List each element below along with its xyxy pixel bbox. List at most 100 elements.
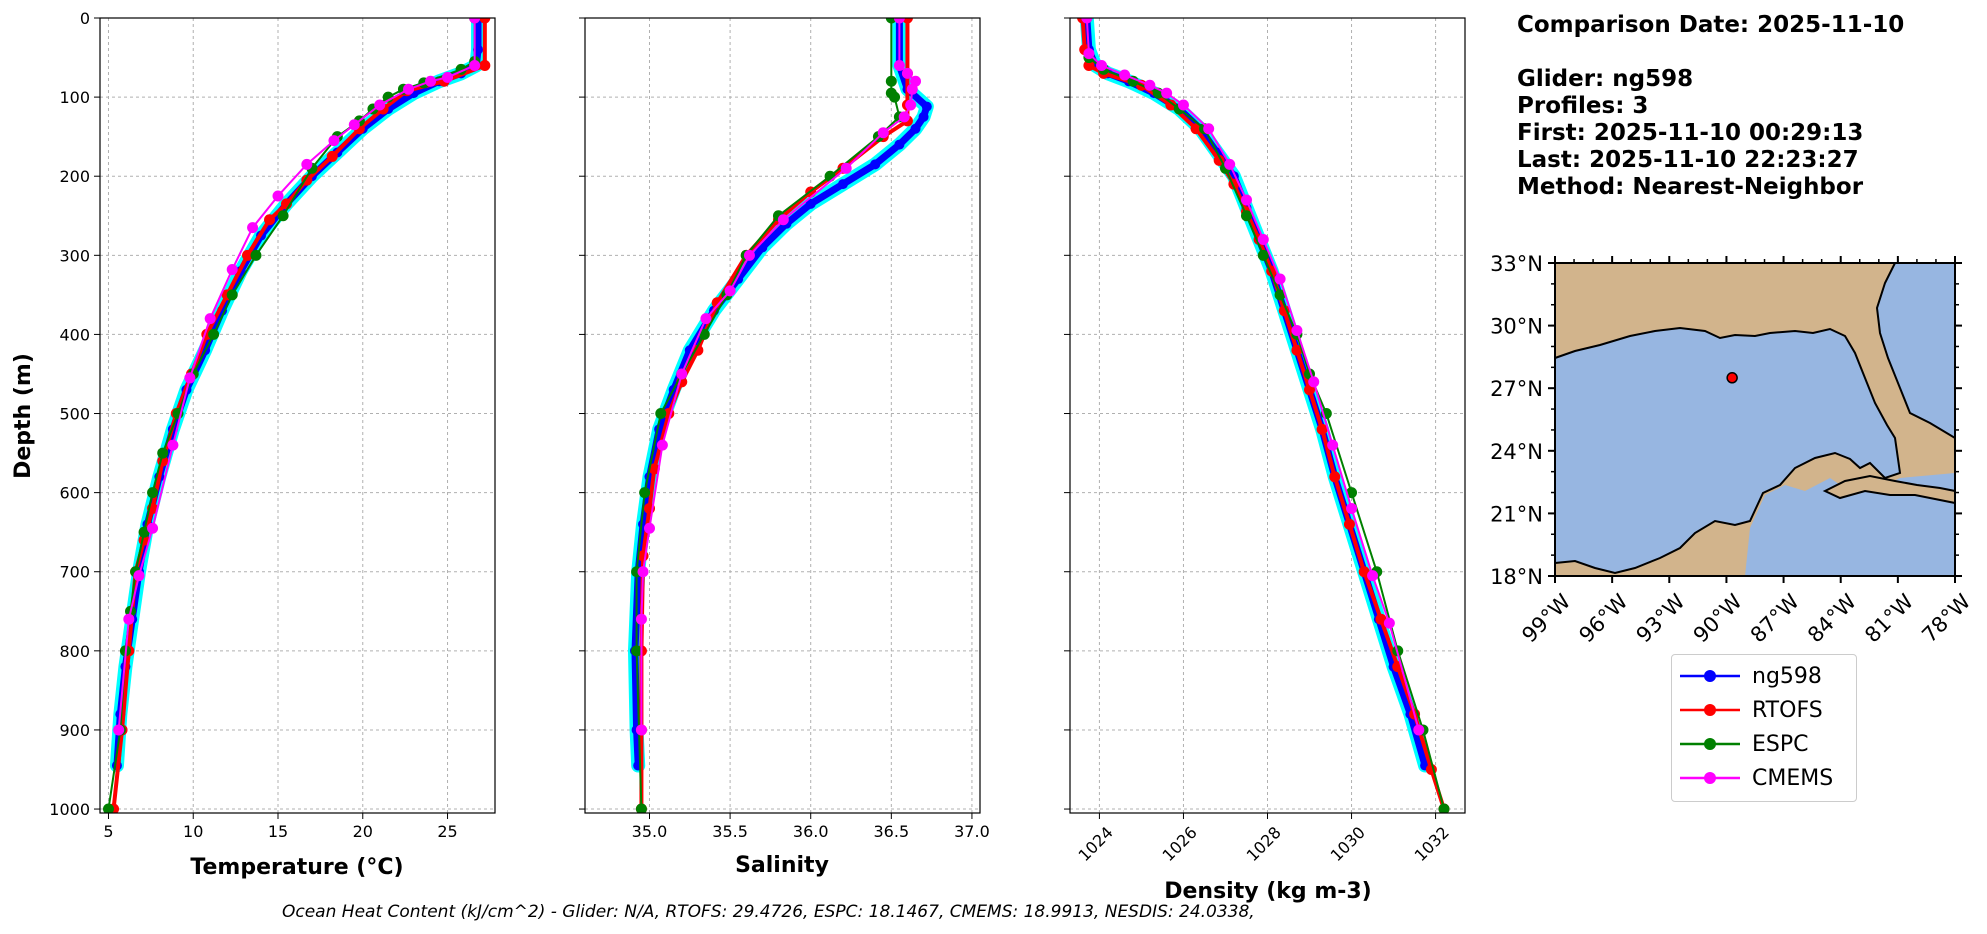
map-lat-label: 21°N [1490,502,1543,526]
data-point-cmems [1161,87,1173,99]
data-point-rtofs [264,214,276,226]
data-point-cmems [301,158,313,170]
data-point-espc [1274,289,1286,301]
data-point-cmems [204,313,216,325]
data-point-rtofs [1329,471,1341,483]
data-point-cmems [469,18,481,24]
data-point-cmems [893,18,905,24]
x-tick-label: 25 [437,822,457,841]
data-point-cmems [777,214,789,226]
data-point-cmems [743,249,755,261]
data-point-cmems [1367,570,1379,582]
data-point-cmems [1274,273,1286,285]
data-point-cmems [898,111,910,123]
y-tick-label: 500 [59,405,90,424]
legend-swatch-ng598 [1680,670,1740,682]
x-tick-label: 35.0 [632,822,668,841]
data-point-cmems [123,613,135,625]
y-tick-label: 200 [59,167,90,186]
x-axis-label-temperature: Temperature (°C) [190,855,403,880]
data-point-cmems [906,83,918,95]
data-point-espc [885,75,897,87]
x-tick-label: 36.0 [793,822,829,841]
y-tick-label: 800 [59,642,90,661]
ocean-heat-content-footer: Ocean Heat Content (kJ/cm^2) - Glider: N… [282,902,1255,922]
profile-panel-2: 1024 1026 1028 1030 1032 [1064,17,1466,865]
y-tick-label: 300 [59,246,90,265]
x-tick-label: 35.5 [712,822,748,841]
legend-item-espc: ESPC [1680,727,1809,761]
data-point-espc [1346,487,1358,499]
data-point-espc [1240,210,1252,222]
data-point-cmems [133,570,145,582]
data-point-rtofs [1083,59,1095,71]
legend-label: RTOFS [1752,697,1823,723]
caribbean-water [1745,473,1955,576]
data-point-cmems [724,285,736,297]
data-point-rtofs [1358,566,1370,578]
data-point-cmems [1327,439,1339,451]
data-point-cmems [374,99,386,111]
data-point-cmems [1413,724,1425,736]
data-point-espc [1438,803,1450,813]
data-point-espc [824,170,836,182]
last-profile-time: Last: 2025-11-10 22:23:27 [1517,147,1859,173]
data-point-espc [147,487,159,499]
x-axis-label-density: Density (kg m-3) [1164,879,1372,904]
data-point-rtofs [1316,423,1328,435]
data-point-cmems [113,724,125,736]
data-point-cmems [1240,194,1252,206]
data-point-rtofs [479,18,491,24]
data-point-ng598 [837,179,848,190]
data-point-cmems [637,566,649,578]
legend-label: ESPC [1752,731,1809,757]
data-point-cmems [328,135,340,147]
map-lat-label: 27°N [1490,377,1543,401]
data-point-rtofs [241,249,253,261]
comparison-date: Comparison Date: 2025-11-10 [1517,12,1905,38]
legend-item-cmems: CMEMS [1680,761,1833,795]
data-point-cmems [877,127,889,139]
data-point-ng598 [870,159,881,170]
data-point-rtofs [1291,344,1303,356]
info-panel: Comparison Date: 2025-11-10 Glider: ng59… [1517,12,1904,201]
data-point-cmems [676,368,688,380]
legend: ng598 RTOFS ESPC CMEMS [1671,654,1857,802]
data-point-cmems [348,119,360,131]
map-lat-label: 30°N [1490,315,1543,339]
data-point-cmems [635,724,647,736]
data-point-cmems [635,613,647,625]
x-axis-label-salinity: Salinity [735,853,829,878]
data-point-cmems [247,222,259,234]
data-point-cmems [1144,79,1156,91]
axes-frame [584,17,981,814]
y-tick-label: 400 [59,325,90,344]
map-lat-label: 33°N [1490,252,1543,276]
profile-panel-1: 35.0 35.5 36.0 36.5 37.0 [579,17,990,841]
data-point-rtofs [479,59,491,71]
data-point-cmems [1291,324,1303,336]
location-map: 33°N30°N27°N24°N21°N18°N99°W 96°W 93°W 90°W… [1490,252,1975,647]
x-tick-label: 1032 [1411,823,1453,865]
data-point-cmems [1083,48,1095,60]
data-point-espc [1257,249,1269,261]
data-point-espc [889,91,901,103]
data-point-cmems [184,372,196,384]
data-point-espc [631,645,643,657]
series-group [1077,18,1450,813]
x-tick-label: 1024 [1075,823,1117,865]
data-point-espc [157,447,169,459]
data-point-rtofs [648,463,660,475]
series-group [627,18,934,813]
data-point-rtofs [1343,518,1355,530]
data-point-cmems [700,313,712,325]
data-point-cmems [1383,617,1395,629]
legend-item-rtofs: RTOFS [1680,693,1823,727]
data-point-cmems [226,264,238,276]
map-lat-label: 18°N [1490,565,1543,589]
data-point-cmems [1257,233,1269,245]
legend-label: CMEMS [1752,765,1834,791]
atlantic-water [1875,262,1956,440]
data-point-ng598 [910,123,921,134]
legend-label: ng598 [1752,663,1822,689]
